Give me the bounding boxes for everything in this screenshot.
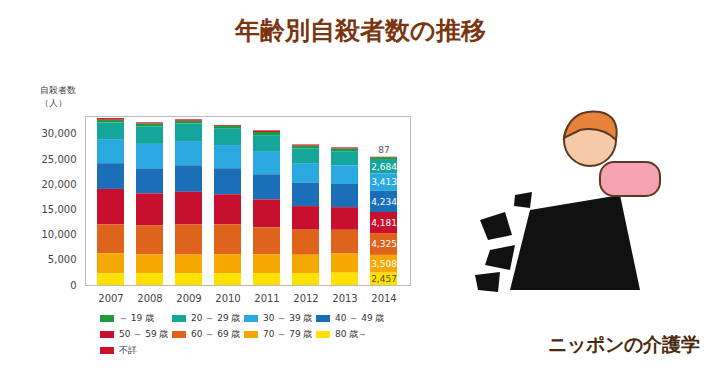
- svg-text:3,508: 3,508: [371, 259, 397, 269]
- svg-text:2010: 2010: [215, 293, 240, 304]
- svg-text:2009: 2009: [176, 293, 201, 304]
- svg-text:2012: 2012: [293, 293, 318, 304]
- html-text:20 ～ 29 歳: 20 ～ 29 歳: [191, 313, 241, 323]
- html-text:ニッポンの介護学: ニッポンの介護学: [548, 333, 700, 355]
- svg-text:15,000: 15,000: [42, 204, 77, 215]
- svg-text:2011: 2011: [254, 293, 279, 304]
- svg-text:0: 0: [70, 280, 76, 291]
- html-text:50 ～ 59 歳: 50 ～ 59 歳: [119, 329, 169, 339]
- svg-text:30,000: 30,000: [42, 128, 77, 139]
- svg-text:4,181: 4,181: [371, 218, 397, 228]
- html-text:80 歳～: 80 歳～: [335, 329, 368, 339]
- html-text:70 ～ 79 歳: 70 ～ 79 歳: [263, 329, 313, 339]
- html-text:年齢別自殺者数の推移: 年齢別自殺者数の推移: [234, 16, 486, 45]
- svg-text:2,457: 2,457: [371, 274, 397, 284]
- svg-text:3,413: 3,413: [371, 177, 397, 187]
- svg-text:20,000: 20,000: [42, 179, 77, 190]
- html-text:60 ～ 69 歳: 60 ～ 69 歳: [191, 329, 241, 339]
- svg-text:4,234: 4,234: [371, 197, 397, 207]
- html-text:～ 19 歳: ～ 19 歳: [119, 313, 155, 323]
- svg-text:2014: 2014: [371, 293, 396, 304]
- html-text:30 ～ 39 歳: 30 ～ 39 歳: [263, 313, 313, 323]
- svg-text:87: 87: [378, 145, 389, 155]
- svg-text:2007: 2007: [98, 293, 123, 304]
- svg-text:2008: 2008: [137, 293, 162, 304]
- svg-text:4,325: 4,325: [371, 239, 397, 249]
- html-text:40 ～ 49 歳: 40 ～ 49 歳: [335, 313, 385, 323]
- svg-text:5,000: 5,000: [48, 254, 77, 265]
- svg-text:2,684: 2,684: [371, 162, 397, 172]
- html-text:不詳: 不詳: [119, 345, 137, 355]
- svg-text:25,000: 25,000: [42, 154, 77, 165]
- svg-text:2013: 2013: [332, 293, 357, 304]
- html-text:自殺者数 （人）: 自殺者数 （人）: [40, 85, 76, 108]
- svg-text:10,000: 10,000: [42, 229, 77, 240]
